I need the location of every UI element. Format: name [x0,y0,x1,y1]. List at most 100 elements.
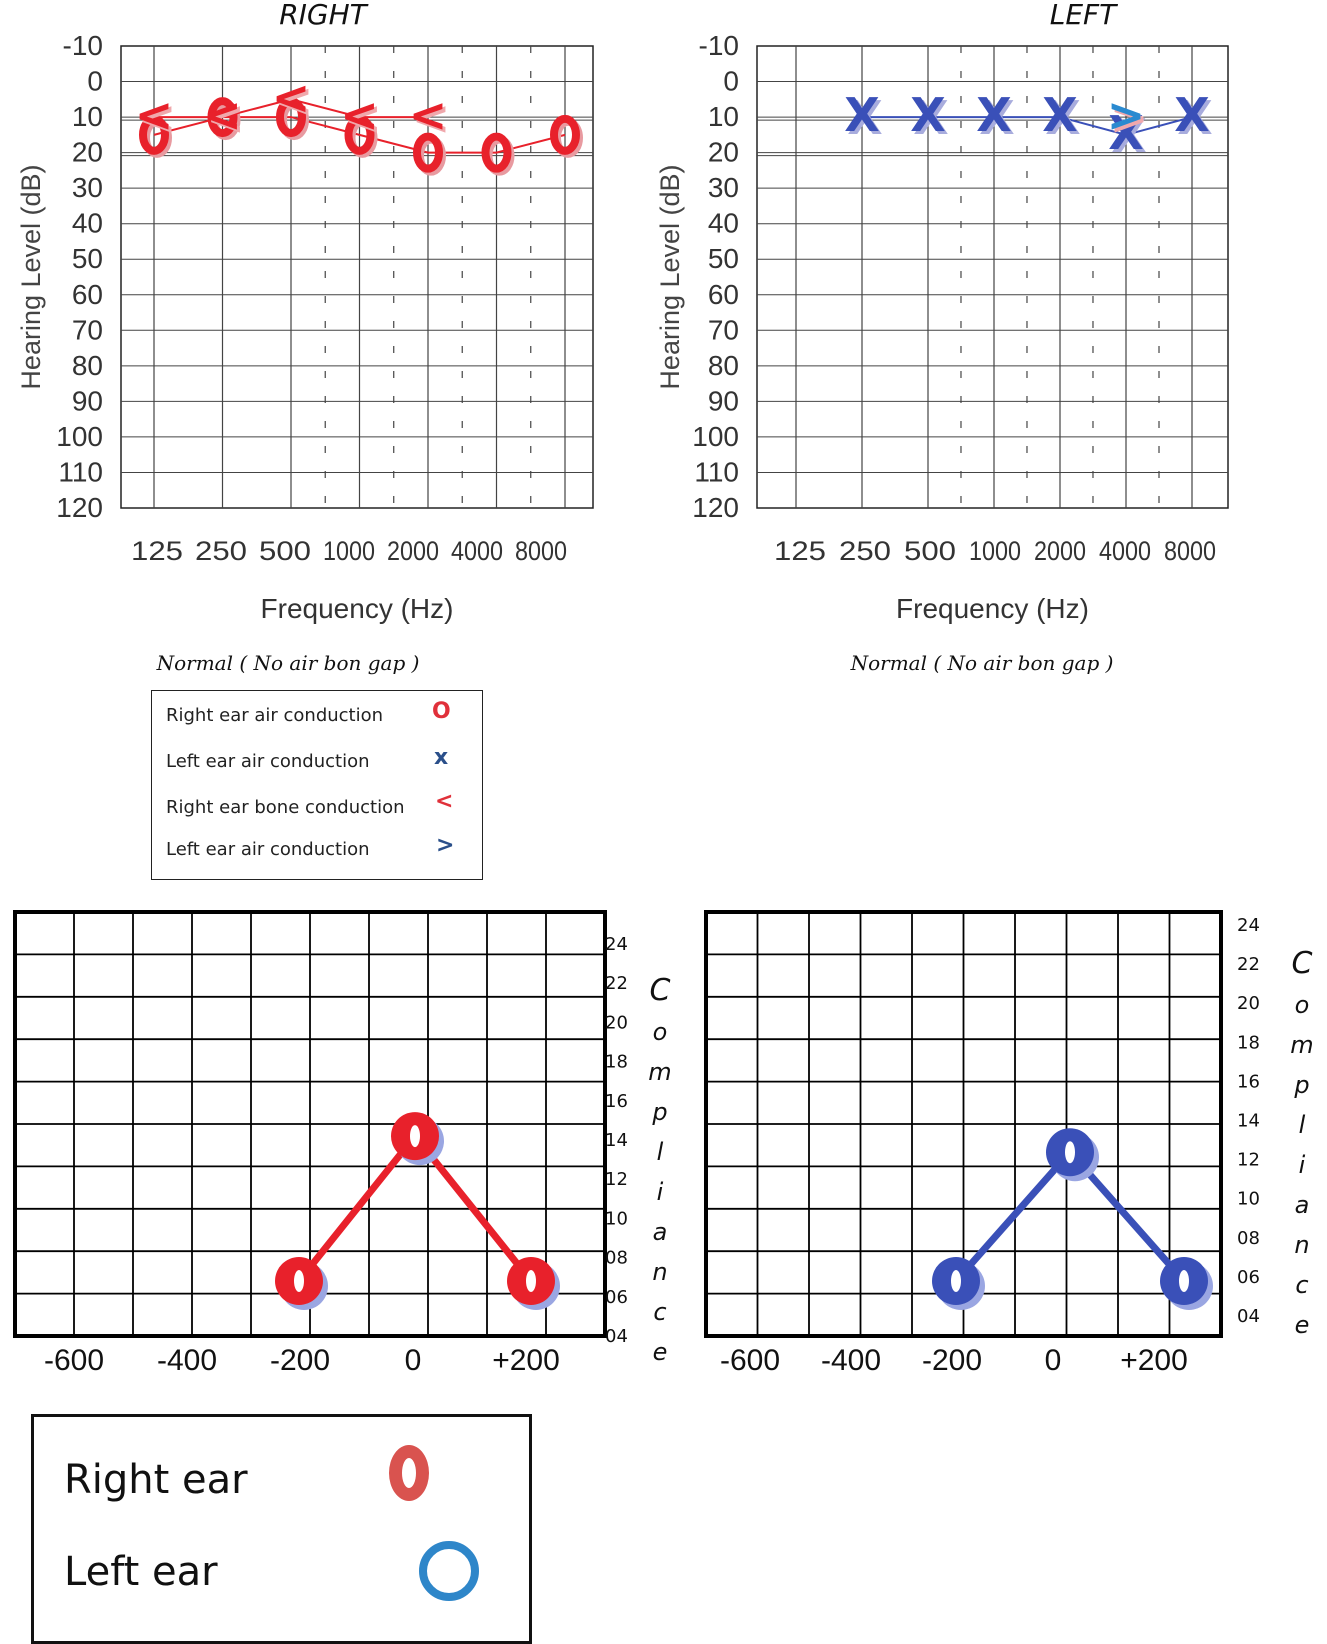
x-tick-label: 1000 [969,536,1021,566]
y-tick-label: 10 [72,101,103,132]
right-ear-ring-icon [389,1445,429,1501]
y-axis-label-char: c [653,1298,666,1326]
y-tick-label: 90 [72,385,103,416]
x-tick-label: -400 [821,1344,881,1377]
y-axis-label-char: l [657,1138,664,1166]
data-point-o [550,114,580,155]
y-tick-label: 16 [1237,1071,1260,1092]
y-tick-label: 100 [56,421,103,452]
data-point-lt: < [272,70,311,124]
y-tick-label: 50 [72,243,103,274]
legend-label: Left ear air conduction [166,839,370,860]
y-tick-label: 110 [58,456,103,487]
y-tick-label: 0 [723,66,739,97]
plot-frame [756,45,1229,509]
y-tick-label: 06 [605,1287,628,1308]
y-tick-label: -10 [699,30,739,61]
marker-shadow: < [275,73,314,127]
marker-shadow: X [1177,91,1212,145]
x-tick-label: +200 [1120,1344,1188,1377]
marker-shadow: < [206,91,245,145]
y-tick-label: 14 [1237,1111,1260,1132]
y-tick-label: 12 [1237,1150,1260,1171]
plot-frame [120,45,594,509]
legend-label: Right ear air conduction [166,705,384,726]
y-tick-label: 0 [87,66,103,97]
y-tick-label: 20 [1237,993,1260,1014]
y-tick-label: 10 [708,101,739,132]
y-tick-label: 14 [605,1130,628,1151]
data-point-x: X [910,88,945,142]
y-tick-label: 50 [708,243,739,274]
y-axis-label-char: l [1299,1111,1306,1139]
y-axis-label-char: m [1290,1031,1313,1059]
x-axis-label: Frequency (Hz) [896,593,1089,624]
data-point-o [139,114,169,155]
data-point-lt: < [409,88,448,142]
y-tick-label: 110 [694,456,739,487]
x-tick-label: -600 [720,1344,780,1377]
legend-label: Right ear bone conduction [166,797,405,818]
y-tick-label: 10 [1237,1189,1260,1210]
marker-shadow: X [847,91,882,145]
y-tick-label: 70 [708,314,739,345]
chart-note: Normal ( No air bon gap ) [156,651,420,675]
y-tick-label: 12 [605,1169,628,1190]
data-point-hole [951,1270,961,1292]
legend-label: Right ear [64,1457,248,1503]
x-tick-label: -600 [44,1344,104,1377]
x-tick-label: 8000 [1164,536,1216,566]
y-tick-label: 18 [1237,1032,1260,1053]
y-tick-label: 16 [605,1091,628,1112]
x-tick-label: 2000 [387,536,439,566]
x-tick-label: 250 [195,536,247,566]
x-tick-label: -200 [922,1344,982,1377]
marker-shadow: X [979,91,1014,145]
x-tick-label: 125 [774,536,826,566]
marker-shadow: < [138,91,177,145]
x-axis-label: Frequency (Hz) [261,593,454,624]
data-point-o [344,114,375,155]
x-tick-label: 8000 [515,536,567,566]
y-tick-label: 120 [692,492,739,523]
y-axis-label-char: i [657,1178,664,1206]
data-point-hole [1065,1141,1075,1164]
y-tick-label: 60 [72,279,103,310]
y-tick-label: 24 [605,934,628,955]
x-tick-label: 500 [904,536,956,566]
y-axis-label-char: o [1295,991,1310,1019]
y-tick-label: 60 [708,279,739,310]
data-point-lt: < [203,88,242,142]
data-point-x: X [1108,106,1143,160]
legend-symbol: x [434,745,449,770]
legend-symbol: < [435,789,454,814]
y-axis-label-char: C [1292,946,1313,981]
y-axis-label-char: c [1295,1271,1308,1299]
y-tick-label: 24 [1237,915,1260,936]
y-tick-label: 100 [692,421,739,452]
y-axis-label-char: C [650,973,671,1008]
tympanogram-legend: Right ear Left ear [31,1414,532,1644]
legend-symbol: > [436,833,455,858]
x-tick-label: 0 [405,1344,422,1377]
y-tick-label: 22 [605,973,628,994]
left-ear-ring-icon [419,1541,479,1601]
y-tick-label: 20 [605,1012,628,1033]
x-tick-label: 250 [839,536,891,566]
x-tick-label: -400 [157,1344,217,1377]
y-tick-label: 18 [605,1052,628,1073]
y-tick-label: 40 [72,208,103,239]
y-tick-label: 40 [708,208,739,239]
marker-shadow: X [1111,109,1146,163]
data-point-hole [526,1270,536,1292]
y-tick-label: 04 [605,1326,628,1347]
data-point-o [276,97,306,138]
x-tick-label: -200 [270,1344,330,1377]
legend-label: Left ear air conduction [166,751,370,772]
y-axis-label-char: m [648,1058,671,1086]
data-point-x: X [1174,88,1209,142]
y-tick-label: 22 [1237,954,1260,975]
marker-shadow: < [343,91,382,145]
legend-label: Left ear [64,1549,218,1595]
